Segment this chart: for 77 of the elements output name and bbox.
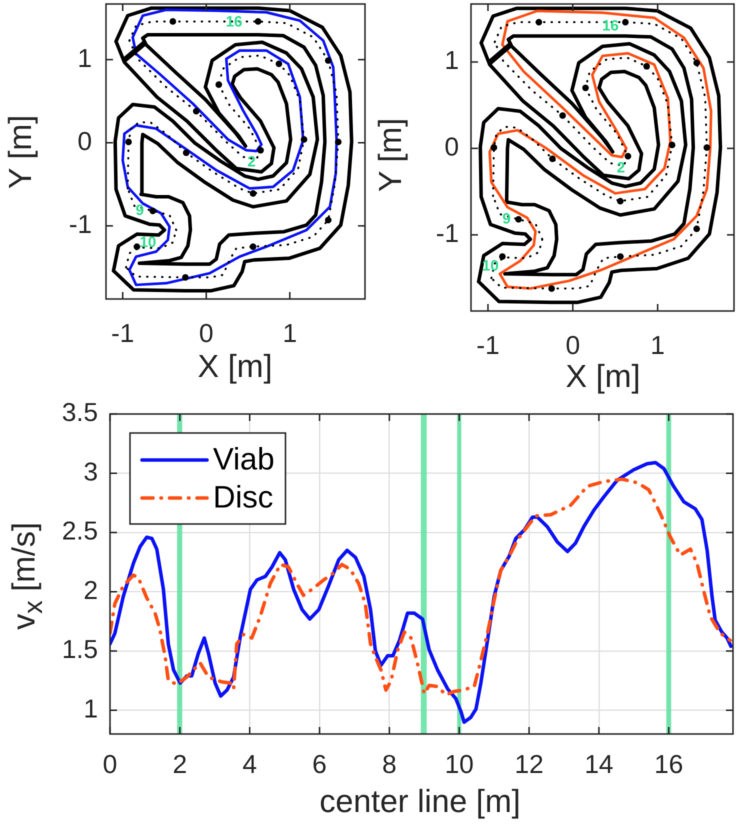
annotation: 16 [226,14,242,31]
y-tick-label: 1 [444,45,459,76]
point [182,274,189,281]
y-axis-title: Y [m] [2,114,38,190]
x-tick-label: 1 [650,330,665,360]
point [276,60,282,68]
point [549,155,556,162]
point [250,243,256,250]
x-tick-label: 16 [654,748,684,779]
point [559,112,566,119]
point [250,190,256,197]
annotation: 16 [602,17,619,34]
annotation: 2 [247,153,256,170]
legend-label: Disc [213,480,274,515]
y-tick-label: 3 [84,456,98,486]
y-axis-title: Y [m] [372,118,408,192]
point [257,146,264,154]
x-tick-label: 14 [584,748,614,779]
point [134,243,140,250]
point [192,108,200,114]
annotation: 9 [136,202,144,220]
y-tick-label: 1 [84,693,98,724]
x-tick-label: 0 [199,318,214,348]
point [149,208,156,214]
x-tick-label: 0 [102,748,118,779]
x-axis-title: X [m] [198,348,272,384]
x-tick-label: 10 [444,748,474,779]
point [490,144,498,151]
legend-label: Viab [213,442,274,477]
x-tick-label: -1 [111,318,134,348]
annotation: 10 [482,258,499,275]
y-tick-label: -1 [436,218,459,248]
y-tick-label: 2 [84,574,98,605]
point [617,198,624,204]
y-tick-label: 2.5 [62,516,98,546]
x-tick-label: 1 [282,318,298,348]
line-series [110,477,732,697]
y-tick-label: -1 [68,209,92,240]
point [536,18,542,26]
point [668,142,676,148]
y-tick-label: 1.5 [62,634,98,664]
point [582,84,589,92]
x-tick-label: 12 [514,748,544,779]
point [182,149,190,156]
point [548,285,555,292]
point [624,152,632,160]
point [693,60,700,66]
x-tick-label: 0 [566,330,580,360]
point [324,57,332,64]
y-tick-label: 3.5 [62,397,98,428]
y-tick-label: 0 [444,132,459,162]
point [125,138,132,146]
point [170,18,176,25]
point [324,216,332,224]
x-tick-label: 8 [382,748,397,779]
point [643,62,650,70]
point [704,144,710,151]
point [499,253,506,260]
y-tick-label: 1 [78,42,92,73]
point [617,253,624,260]
annotation: 2 [616,159,626,176]
x-tick-label: 2 [172,748,188,779]
x-axis-title: center line [m] [320,783,520,819]
y-tick-label: 0 [78,126,92,156]
x-axis-title: X [m] [566,358,640,394]
point [215,81,222,88]
annotation: 10 [140,234,156,251]
point [300,136,308,143]
annotation: 9 [502,210,511,228]
point [515,216,522,223]
point [693,226,700,232]
x-tick-label: 6 [312,748,327,779]
point [622,18,629,26]
x-tick-label: 4 [242,748,257,779]
x-tick-label: -1 [476,330,500,360]
point [254,18,262,25]
point [334,138,342,146]
